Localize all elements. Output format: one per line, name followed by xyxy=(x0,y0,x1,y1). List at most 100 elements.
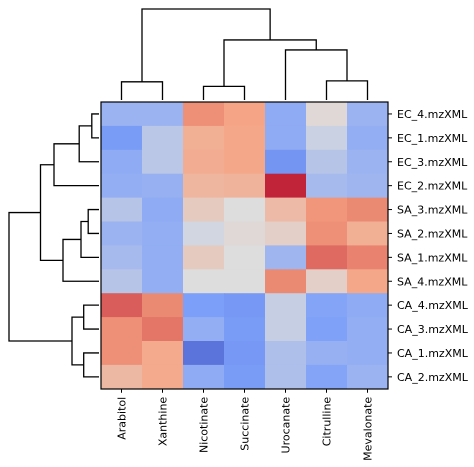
heatmap-cell xyxy=(142,341,184,366)
heatmap-cell xyxy=(183,173,225,199)
heatmap-cell xyxy=(265,293,307,318)
heatmap-cell xyxy=(306,341,348,366)
heatmap-cell xyxy=(142,149,184,175)
dendrogram-link xyxy=(87,208,99,235)
heatmap-cell xyxy=(265,173,307,199)
heatmap-cell xyxy=(142,269,184,294)
heatmap-cell xyxy=(224,149,266,175)
heatmap-cell xyxy=(183,269,225,294)
column-label: Xanthine xyxy=(157,397,170,447)
heatmap-cell xyxy=(224,245,266,270)
heatmap-cell xyxy=(224,102,266,127)
row-label: SA_4.mzXML xyxy=(397,275,468,288)
heatmap-cell xyxy=(183,125,225,151)
row-label: EC_3.mzXML xyxy=(397,156,468,169)
row-label: SA_1.mzXML xyxy=(397,251,468,264)
heatmap-cell xyxy=(265,125,307,151)
heatmap-cell xyxy=(265,364,307,390)
heatmap-cell xyxy=(347,149,389,175)
heatmap-cell xyxy=(224,317,266,342)
dendrogram-link xyxy=(325,80,369,100)
heatmap-cell xyxy=(306,317,348,342)
heatmap-cell xyxy=(101,293,143,318)
heatmap-cell xyxy=(101,269,143,294)
heatmap-cell xyxy=(142,364,184,390)
heatmap-cell xyxy=(347,317,389,342)
heatmap-cell xyxy=(306,102,348,127)
heatmap-cell xyxy=(347,364,389,390)
heatmap-cell xyxy=(142,317,184,342)
heatmap-cell xyxy=(347,125,389,151)
dendrogram-link xyxy=(53,143,99,187)
heatmap-cell xyxy=(265,341,307,366)
heatmap-cell xyxy=(183,293,225,318)
heatmap-cell xyxy=(347,221,389,246)
heatmap-cell xyxy=(101,125,143,151)
column-label: Urocanate xyxy=(280,397,293,454)
column-label: Citrulline xyxy=(321,397,334,447)
dendrogram-link xyxy=(141,8,271,82)
heatmap-cell xyxy=(306,293,348,318)
heatmap-cell xyxy=(183,102,225,127)
heatmap-cell xyxy=(265,149,307,175)
dendrogram-link xyxy=(80,220,99,258)
dendrogram-link xyxy=(202,85,246,100)
heatmap-cell xyxy=(101,221,143,246)
heatmap-cell xyxy=(306,364,348,390)
heatmap-cell xyxy=(142,102,184,127)
heatmap-cell xyxy=(306,245,348,270)
row-label: CA_2.mzXML xyxy=(397,371,469,384)
heatmap-cell xyxy=(142,221,184,246)
dendrogram-link xyxy=(78,125,99,163)
heatmap-cell xyxy=(101,149,143,175)
heatmap-cells xyxy=(101,102,389,390)
heatmap-cell xyxy=(306,269,348,294)
heatmap-cell xyxy=(306,149,348,175)
heatmap-cell xyxy=(224,125,266,151)
column-dendrogram xyxy=(120,8,369,100)
dendrogram-link xyxy=(83,352,99,378)
heatmap-cell xyxy=(347,197,389,222)
dendrogram-link xyxy=(39,164,63,261)
heatmap-cell xyxy=(142,125,184,151)
heatmap-cell xyxy=(183,245,225,270)
heatmap-cell xyxy=(183,341,225,366)
heatmap-cell xyxy=(347,102,389,127)
heatmap-cell xyxy=(347,293,389,318)
column-label: Mevalonate xyxy=(362,397,375,461)
row-label: CA_1.mzXML xyxy=(397,347,469,360)
heatmap-cell xyxy=(306,125,348,151)
column-label: Nicotinate xyxy=(198,397,211,453)
heatmap-cell xyxy=(101,341,143,366)
row-label: EC_2.mzXML xyxy=(397,180,468,193)
dendrogram-link xyxy=(71,316,84,366)
heatmap-cell xyxy=(224,221,266,246)
row-labels: EC_4.mzXML EC_1.mzXML EC_3.mzXML EC_2.mzXML… xyxy=(388,108,469,384)
heatmap-cell xyxy=(183,317,225,342)
column-label: Succinate xyxy=(239,397,252,451)
heatmap-cell xyxy=(224,197,266,222)
heatmap-cell xyxy=(101,245,143,270)
heatmap-cell xyxy=(265,317,307,342)
heatmap-cell xyxy=(224,293,266,318)
heatmap-cell xyxy=(306,173,348,199)
dendrogram-link xyxy=(83,304,99,330)
row-label: SA_3.mzXML xyxy=(397,204,468,217)
column-label: Arabitol xyxy=(116,397,129,440)
heatmap-cell xyxy=(306,197,348,222)
heatmap-cell xyxy=(224,341,266,366)
heatmap-cell xyxy=(183,221,225,246)
heatmap-cell xyxy=(265,221,307,246)
row-label: EC_4.mzXML xyxy=(397,108,468,121)
heatmap-cell xyxy=(347,341,389,366)
row-dendrogram xyxy=(8,113,99,378)
row-label: CA_3.mzXML xyxy=(397,323,469,336)
heatmap-cell xyxy=(347,269,389,294)
heatmap-cell xyxy=(183,364,225,390)
heatmap-cell xyxy=(306,221,348,246)
dendrogram-link xyxy=(284,49,348,100)
heatmap-cell xyxy=(101,173,143,199)
row-label: SA_2.mzXML xyxy=(397,227,468,240)
heatmap-cell xyxy=(183,197,225,222)
